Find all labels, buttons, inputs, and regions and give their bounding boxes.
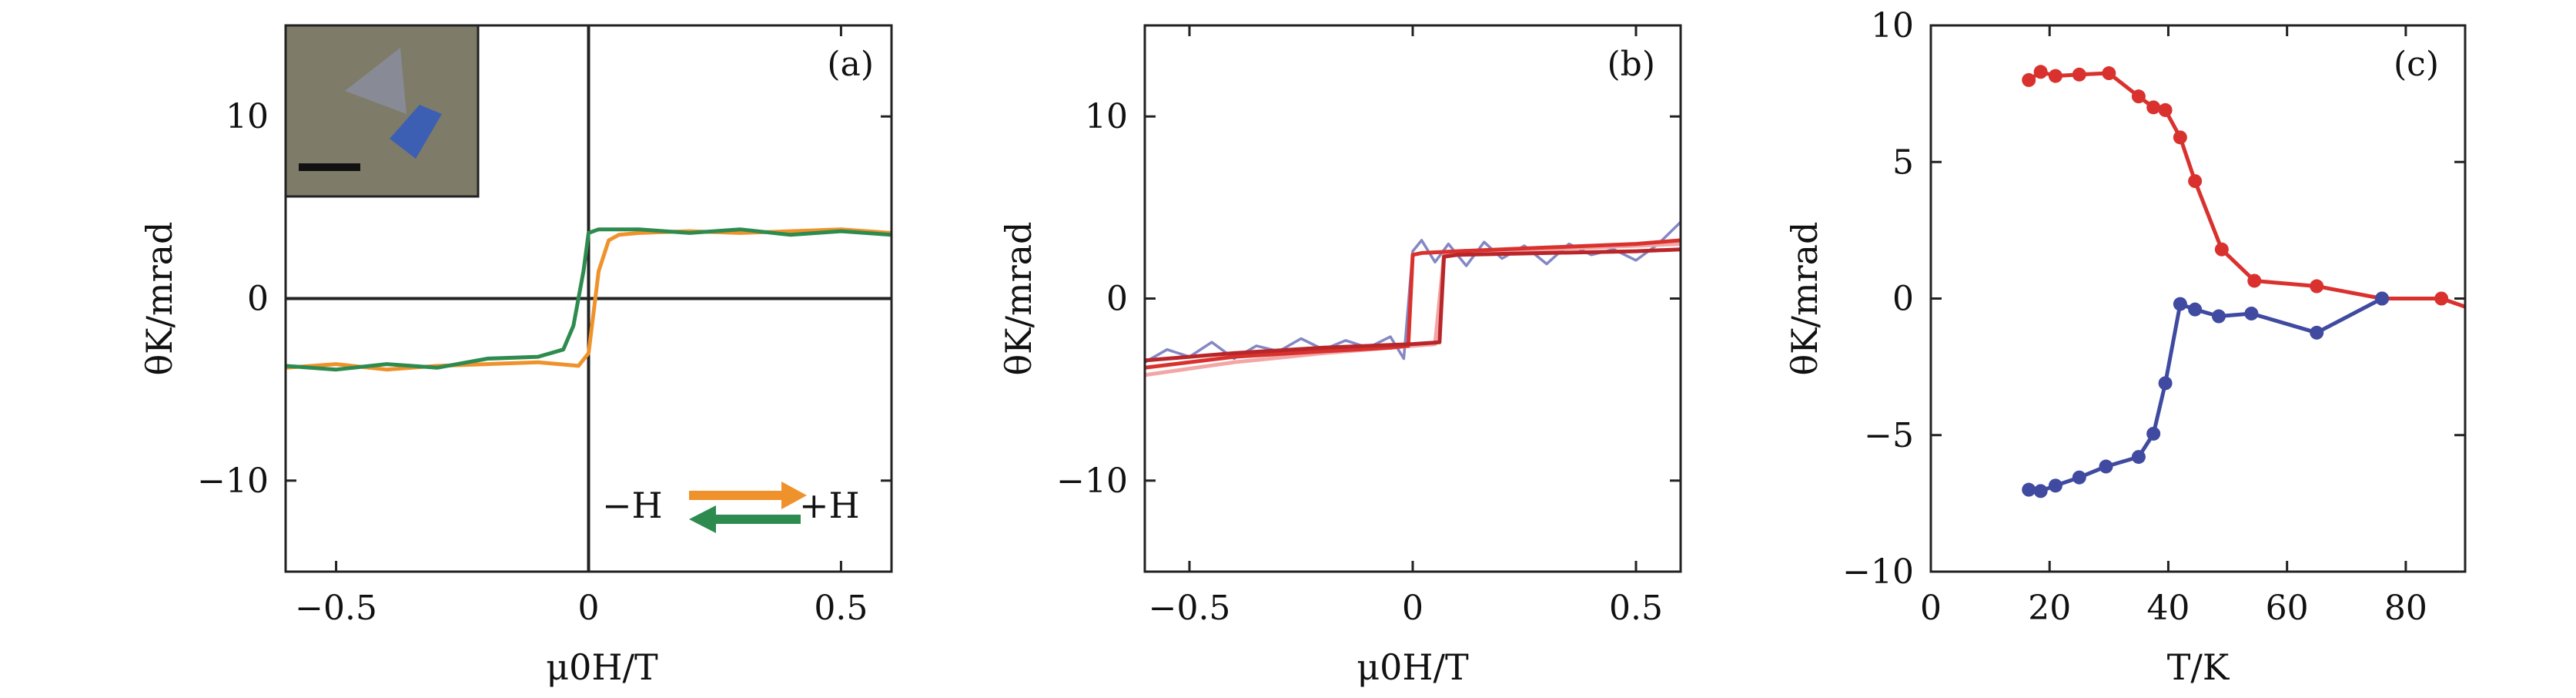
panel-a-ytick-label: 10	[226, 97, 269, 136]
panel-c-series-0-point	[2214, 242, 2229, 257]
panel-c-series-1-point	[2033, 484, 2048, 498]
sweep-arrows-legend: −H +H	[602, 482, 860, 533]
panel-c-ytick-label: −10	[1842, 552, 1914, 592]
panel-c-series-0-point	[2072, 67, 2086, 82]
panel-a-plot-area: −0.5 0 0.5 −10 0 10	[197, 24, 893, 628]
panel-a-ylabel: θK/mrad	[139, 221, 180, 375]
legend-minus-h: −H	[602, 485, 663, 526]
panel-c-series-1-point	[2158, 376, 2173, 391]
panel-b-ytick-label: −10	[1056, 461, 1128, 501]
panel-c-series-1-point	[2048, 478, 2062, 493]
panel-c: 0 20 40 60 80 −10 −5 0 5 10 (c) θK/mrad T/K	[1784, 6, 2467, 688]
panel-a-tag: (a)	[827, 45, 874, 84]
panel-a-xtick-label: 0.5	[814, 589, 868, 628]
panel-c-series-1-line	[2028, 297, 2384, 493]
panel-c-ytick-label: −5	[1864, 416, 1914, 455]
panel-c-series-group	[2022, 65, 2465, 498]
panel-c-series-1-point	[2131, 450, 2146, 465]
panel-c-ytick-label: 5	[1892, 143, 1914, 182]
panel-b-ytick-label: 0	[1106, 280, 1128, 319]
panel-c-series-1-point	[2375, 291, 2390, 306]
panel-c-xtick-label: 40	[2146, 589, 2190, 628]
panel-c-series-0-point	[2158, 102, 2173, 117]
panel-c-series-1-point	[2173, 297, 2187, 311]
inset-micrograph	[284, 24, 480, 198]
scale-bar	[299, 163, 360, 171]
panel-a-series-group	[286, 227, 892, 372]
panel-b-plot-area: −0.5 0 0.5 −10 0 10	[1056, 24, 1682, 628]
panel-c-series-1-point	[2244, 306, 2259, 320]
panel-c-ytick-label: 10	[1871, 6, 1914, 45]
panel-b-series-group	[1145, 220, 1681, 378]
panel-c-series-1-point	[2072, 470, 2086, 485]
panel-b-tag: (b)	[1607, 45, 1656, 84]
panel-c-series-0-point	[2131, 89, 2146, 104]
panel-a-xtick-label: 0	[578, 589, 600, 628]
panel-c-series-0-point	[2146, 100, 2161, 115]
panel-c-series-0-point	[2247, 273, 2262, 288]
panel-b-xlabel: μ0H/T	[1357, 646, 1469, 688]
panel-c-ylabel: θK/mrad	[1784, 221, 1825, 375]
panel-c-series-1-point	[2310, 325, 2324, 340]
panel-c-xtick-label: 60	[2266, 589, 2309, 628]
panel-c-series-0-point	[2434, 291, 2449, 306]
panel-b-series-3-line	[1145, 247, 1681, 363]
panel-a-series-1-line	[286, 227, 892, 372]
panel-c-series-1-point	[2099, 459, 2113, 474]
panel-c-xtick-label: 0	[1920, 589, 1942, 628]
green-arrow-head	[689, 505, 716, 533]
panel-b-xtick-label: 0	[1402, 589, 1423, 628]
panel-c-series-0-point	[2102, 66, 2116, 81]
panel-b-ylabel: θK/mrad	[998, 221, 1039, 375]
panel-b-series-2-line	[1145, 238, 1681, 370]
panel-b-xtick-label: 0.5	[1609, 589, 1663, 628]
panel-c-series-1-point	[2211, 309, 2226, 324]
panel-a-ytick-label: 0	[247, 280, 269, 319]
panel-a-xlabel: μ0H/T	[546, 646, 658, 688]
panel-c-ytick-label: 0	[1892, 280, 1914, 319]
panel-c-series-0-point	[2022, 72, 2036, 87]
panel-b-ytick-label: 10	[1085, 97, 1128, 136]
panel-a-xtick-label: −0.5	[295, 589, 377, 628]
panel-c-series-1-point	[2188, 302, 2203, 317]
panel-c-tag: (c)	[2394, 45, 2439, 84]
panel-c-series-0-point	[2310, 279, 2324, 294]
panel-c-xlabel: T/K	[2167, 646, 2230, 688]
panel-b: −0.5 0 0.5 −10 0 10 (b) θK/mrad μ0H/T	[998, 24, 1682, 688]
panel-b-xtick-label: −0.5	[1149, 589, 1231, 628]
legend-plus-h: +H	[799, 485, 860, 526]
panel-c-series-0-point	[2188, 174, 2203, 189]
panel-c-series-0-point	[2173, 130, 2187, 145]
panel-a-ytick-label: −10	[197, 461, 269, 501]
panel-c-plot-area: 0 20 40 60 80 −10 −5 0 5 10	[1842, 6, 2467, 628]
panel-c-xtick-label: 80	[2384, 589, 2427, 628]
panel-c-series-1-point	[2022, 482, 2036, 497]
panel-c-series-0-point	[2048, 69, 2062, 83]
panel-c-series-0-line	[2027, 69, 2465, 309]
panel-c-xtick-label: 20	[2028, 589, 2071, 628]
panel-b-frame	[1143, 24, 1682, 573]
orange-arrow-head	[781, 482, 807, 509]
panel-a: −0.5 0 0.5 −10 0 10 −H +H (a) θK/mrad μ0H/T	[139, 24, 893, 688]
panel-c-series-1-point	[2146, 426, 2161, 441]
panel-c-series-0-point	[2033, 65, 2048, 79]
